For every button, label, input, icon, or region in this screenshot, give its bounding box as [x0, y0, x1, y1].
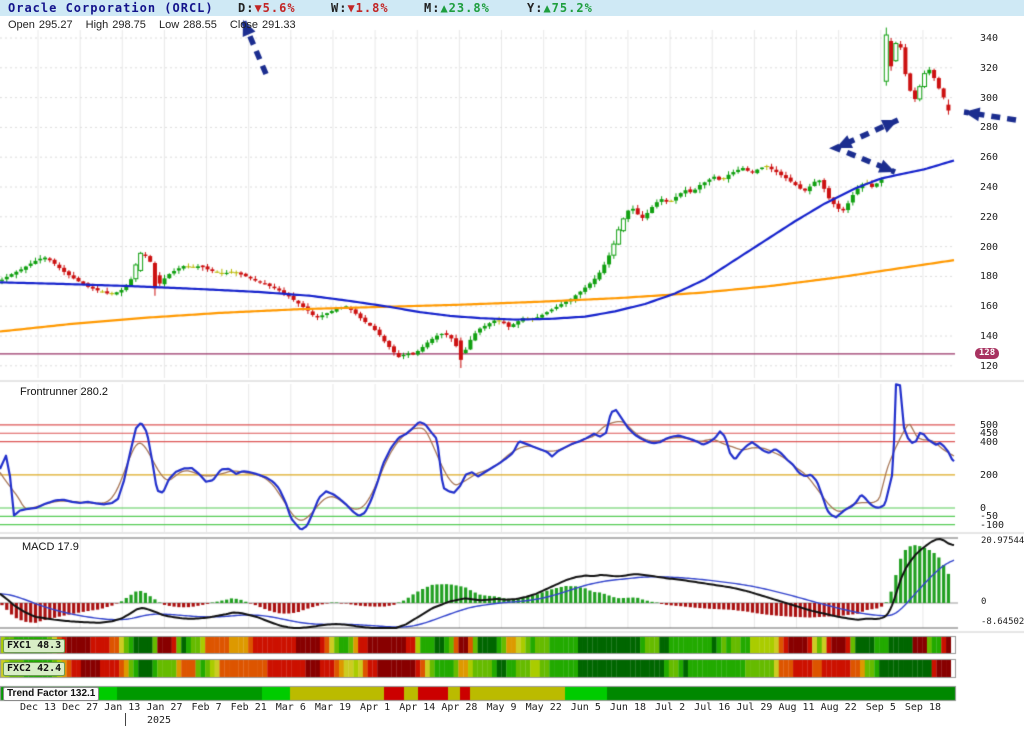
open-value: 295.27 — [38, 19, 73, 31]
ohlc-readout: Open 295.27 High 298.75 Low 288.55 Close 291… — [8, 19, 306, 31]
date-tick-label: Feb 21 — [230, 702, 267, 713]
monthly-change-value: ▲23.8% — [440, 1, 490, 15]
date-tick-label: Jul 16 — [694, 702, 731, 713]
frontrunner-ref-label: 400 — [980, 436, 999, 448]
high-label: High — [85, 19, 109, 31]
date-tick-label: Aug 22 — [820, 702, 857, 713]
date-tick-label: Jul 2 — [655, 702, 686, 713]
weekly-change: W:▼1.8% — [331, 1, 389, 15]
price-tick-label: 320 — [980, 62, 999, 74]
price-tick-label: 180 — [980, 271, 999, 283]
date-tick-label: Apr 1 — [360, 702, 391, 713]
date-tick-label: Feb 7 — [191, 702, 222, 713]
price-tick-label: 160 — [980, 301, 999, 313]
date-tick-label: Mar 19 — [314, 702, 352, 713]
date-tick-label: Jan 13 — [104, 702, 141, 713]
date-tick-label: Jun 18 — [609, 702, 647, 713]
macd-max-label: 20.97544 — [981, 536, 1024, 546]
price-tick-label: 240 — [980, 182, 999, 193]
yearly-change-value: ▲75.2% — [543, 1, 593, 15]
price-tick-label: 120 — [980, 360, 999, 372]
price-level-badge: 128 — [975, 348, 999, 359]
price-tick-label: 340 — [980, 33, 999, 44]
date-tick-label: Dec 13 — [19, 702, 57, 713]
monthly-change: M:▲23.8% — [424, 1, 490, 15]
low-value: 288.55 — [183, 19, 217, 31]
price-tick-label: 220 — [980, 211, 999, 223]
date-tick-label: May 22 — [525, 702, 562, 713]
price-tick-label: 140 — [980, 331, 999, 342]
date-tick-label: Jan 27 — [146, 702, 183, 713]
date-tick-label: Mar 6 — [275, 702, 306, 713]
date-tick-label: Aug 11 — [778, 702, 815, 713]
frontrunner-panel-label: Frontrunner 280.2 — [20, 386, 109, 398]
symbol-header-bar: Oracle Corporation (ORCL) D:▼5.6% W:▼1.8… — [0, 0, 1024, 16]
year-separator-tick — [125, 713, 126, 726]
date-tick-label: Apr 14 — [399, 702, 436, 713]
fxc1-strip-label: FXC1 48.3 — [3, 639, 66, 653]
daily-change-value: ▼5.6% — [254, 1, 296, 15]
frontrunner-ref-label: -100 — [980, 519, 1005, 531]
date-tick-label: Apr 28 — [441, 702, 478, 713]
frontrunner-ref-label: -50 — [980, 511, 999, 523]
fxc2-strip-label: FXC2 42.4 — [3, 662, 66, 676]
price-tick-label: 280 — [980, 122, 999, 134]
date-tick-label: Jun 5 — [570, 702, 601, 713]
date-tick-label: Sep 18 — [904, 702, 941, 713]
weekly-change-value: ▼1.8% — [347, 1, 389, 15]
close-label: Close — [229, 19, 259, 31]
date-tick-label: Dec 27 — [62, 702, 99, 713]
macd-panel-label: MACD 17.9 — [22, 541, 79, 553]
daily-change: D:▼5.6% — [238, 1, 296, 15]
open-label: Open — [8, 19, 35, 31]
low-label: Low — [158, 19, 180, 31]
date-tick-label: Sep 5 — [865, 702, 896, 713]
trend-factor-strip-label: Trend Factor 132.1 — [3, 687, 100, 701]
price-tick-label: 200 — [980, 241, 999, 253]
price-tick-label: 300 — [980, 92, 999, 104]
macd-zero-label: 0 — [981, 597, 987, 607]
high-value: 298.75 — [112, 19, 146, 31]
frontrunner-ref-label: 200 — [980, 469, 999, 481]
macd-min-label: -8.645026 — [981, 617, 1024, 627]
close-value: 291.33 — [262, 19, 296, 31]
symbol-title: Oracle Corporation (ORCL) — [8, 1, 214, 15]
yearly-change: Y:▲75.2% — [527, 1, 593, 15]
date-tick-label: May 9 — [486, 702, 517, 713]
frontrunner-ref-label: 450 — [980, 428, 999, 440]
year-label: 2025 — [147, 715, 172, 726]
frontrunner-ref-label: 500 — [980, 419, 999, 431]
frontrunner-ref-label: 0 — [980, 503, 987, 514]
price-tick-label: 260 — [980, 152, 999, 164]
date-tick-label: Jul 29 — [736, 702, 773, 713]
